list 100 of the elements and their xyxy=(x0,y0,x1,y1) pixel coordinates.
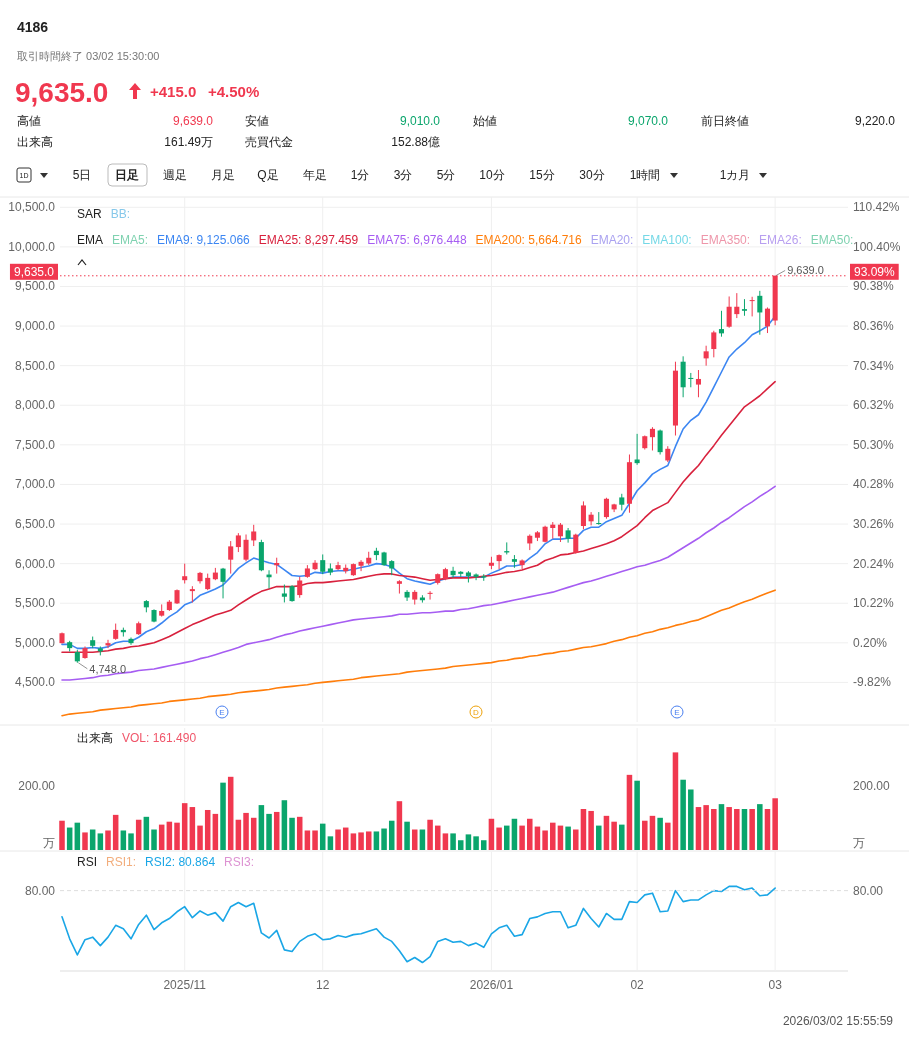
y2-tick-label: 0.20% xyxy=(853,635,888,650)
bar xyxy=(580,809,587,850)
line-series xyxy=(61,380,776,654)
line-series xyxy=(61,589,776,717)
text: 万 xyxy=(853,836,865,850)
text: 売買代金 xyxy=(245,135,293,149)
candlestick xyxy=(320,553,326,575)
y-tick-label: 4,500.0 xyxy=(14,675,56,690)
bar xyxy=(749,809,755,850)
annotation: EMA20: xyxy=(590,233,634,247)
bar xyxy=(273,811,280,850)
y-tick-label: 6,000.0 xyxy=(14,556,56,571)
annotation: EMA xyxy=(77,233,104,247)
text: 年足 xyxy=(303,168,327,182)
text: 高値 xyxy=(17,114,41,128)
candlestick xyxy=(580,500,586,530)
candlestick xyxy=(603,497,609,520)
text: EMA200: 5,664.716 xyxy=(475,233,582,247)
text: 10分 xyxy=(479,168,505,182)
bar xyxy=(642,820,648,850)
text: 5分 xyxy=(436,168,456,182)
y-tick-label: 9,000.0 xyxy=(14,319,56,334)
text: RSI3: xyxy=(224,855,255,869)
text: Q足 xyxy=(257,168,279,182)
bar xyxy=(626,774,633,850)
bar xyxy=(396,801,403,850)
bar xyxy=(488,818,495,850)
annotation: E xyxy=(219,707,225,717)
bar xyxy=(772,798,778,850)
bar xyxy=(243,812,249,850)
y-tick-label: 7,500.0 xyxy=(14,437,56,452)
candlestick xyxy=(182,563,188,584)
bar xyxy=(212,813,219,850)
candlestick xyxy=(749,296,755,317)
bar xyxy=(596,825,602,850)
bar xyxy=(527,818,533,850)
line-series xyxy=(61,485,776,681)
bar xyxy=(457,840,464,850)
bar xyxy=(235,819,242,850)
text: 15分 xyxy=(529,168,555,182)
text: EMA75: 6,976.448 xyxy=(367,233,467,247)
bar xyxy=(726,807,732,850)
text: 161.49万 xyxy=(164,135,213,149)
bar xyxy=(319,823,326,850)
bar xyxy=(335,829,341,850)
bar xyxy=(174,822,180,850)
candlestick xyxy=(450,566,456,579)
text: RSI2: 80.864 xyxy=(145,855,216,869)
candlestick xyxy=(496,553,502,570)
candlestick xyxy=(703,345,709,367)
candlestick xyxy=(764,306,771,334)
x-tick-label: 12 xyxy=(316,978,330,992)
text: 93.09% xyxy=(854,264,896,279)
chart-title: 出来高 xyxy=(77,731,113,745)
y2-tick-label: 110.42% xyxy=(853,200,900,215)
bar xyxy=(565,826,571,850)
bar xyxy=(143,816,150,850)
text: 9,639.0 xyxy=(787,264,824,277)
bar xyxy=(695,807,702,850)
text: +4.50% xyxy=(208,82,260,100)
text: 始値 xyxy=(473,114,497,128)
text: 安値 xyxy=(245,114,269,128)
bar xyxy=(442,833,449,850)
bar xyxy=(450,833,456,850)
candlestick xyxy=(596,511,602,526)
text: EMA50: xyxy=(810,233,854,247)
text: 日足 xyxy=(115,168,139,182)
candlestick xyxy=(718,310,724,338)
bar xyxy=(365,831,372,850)
y2-tick-label: 30.26% xyxy=(853,517,895,532)
y2-tick-label: -9.82% xyxy=(853,675,892,690)
candlestick xyxy=(235,532,241,553)
bar xyxy=(281,800,288,850)
text: EMA25: 8,297.459 xyxy=(258,233,359,247)
text: +415.0 xyxy=(150,82,197,100)
bar xyxy=(550,822,556,850)
bar xyxy=(734,809,740,850)
y-tick-label: 6,500.0 xyxy=(14,517,56,532)
text: 30分 xyxy=(579,168,605,182)
bar xyxy=(473,836,479,850)
text: 9,010.0 xyxy=(399,114,441,128)
bar xyxy=(619,824,625,850)
candlestick xyxy=(726,295,732,329)
bar xyxy=(82,832,88,850)
bar xyxy=(657,817,663,850)
text: 前日終値 xyxy=(701,114,749,128)
y-tick-label: 10,500.0 xyxy=(8,200,56,215)
bar xyxy=(465,834,472,850)
bar xyxy=(227,776,234,850)
text: 80.00 xyxy=(24,883,56,898)
y2-tick-label: 100.40% xyxy=(853,239,901,254)
annotation: 4,748.0 xyxy=(89,662,127,675)
text: 9,635.0 xyxy=(15,76,109,108)
bar xyxy=(542,830,548,850)
y2-tick-label: 20.24% xyxy=(853,556,895,571)
bar xyxy=(166,821,173,850)
candlestick xyxy=(220,567,226,599)
bar xyxy=(105,830,111,850)
bar xyxy=(496,827,502,850)
bar xyxy=(204,809,211,850)
